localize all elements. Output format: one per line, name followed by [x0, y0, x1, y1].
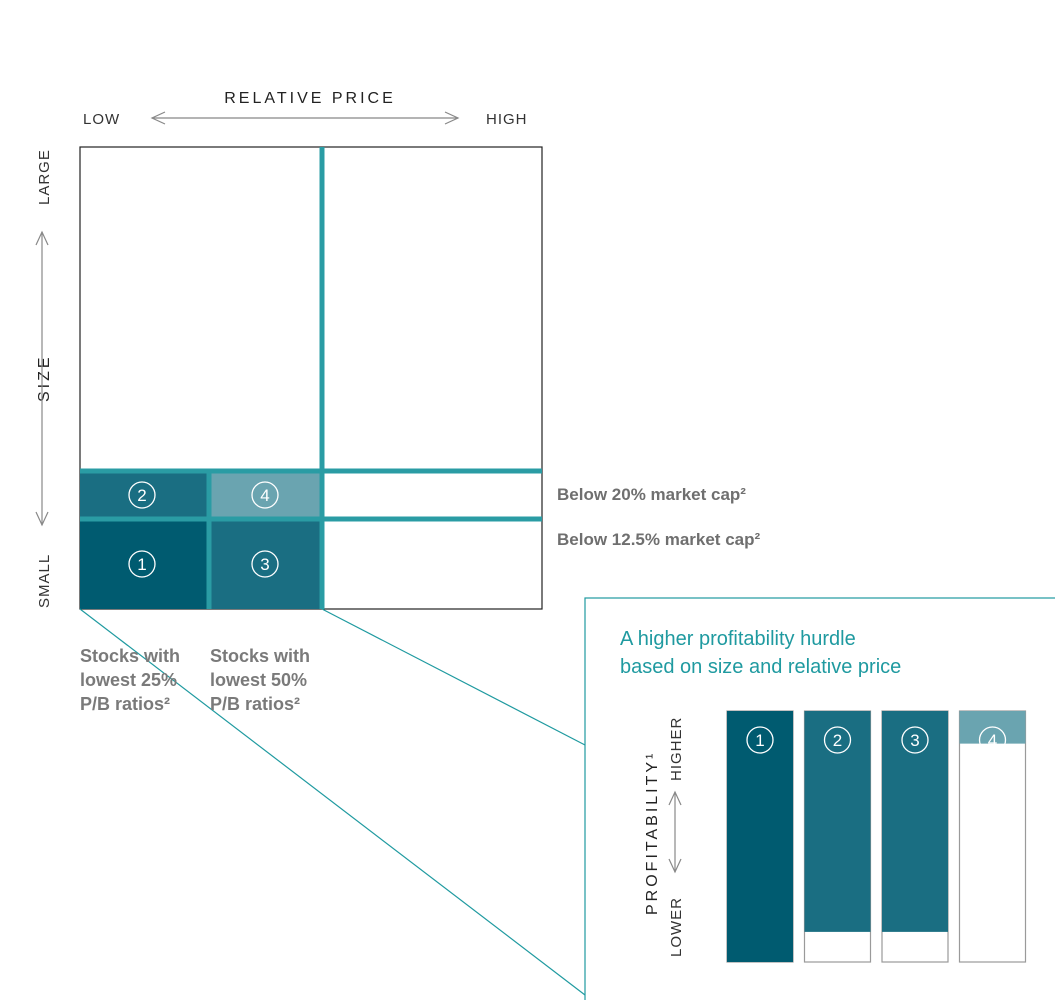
bar-number-circle — [978, 726, 1007, 754]
svg-text:2: 2 — [137, 486, 146, 505]
y-axis-high-label: LARGE — [36, 149, 53, 205]
y-axis-title: SIZE — [36, 354, 53, 402]
svg-text:4: 4 — [260, 486, 269, 505]
cell-3-number: 3 — [251, 550, 279, 578]
lower-threshold-label: Below 12.5% market cap² — [557, 530, 760, 549]
profitability-low-label: LOWER — [668, 897, 685, 957]
bar-number-circle — [746, 726, 774, 754]
column-label-50: Stocks with lowest 50% P/B ratios² — [210, 646, 311, 714]
x-axis-low-label: LOW — [83, 111, 120, 128]
y-axis-low-label: SMALL — [36, 554, 53, 608]
column-label-25: Stocks with lowest 25% P/B ratios² — [80, 646, 181, 714]
cell-3 — [208, 521, 321, 609]
cell-2 — [80, 473, 208, 517]
bar — [804, 711, 871, 932]
callout-connector-lower — [79, 608, 586, 996]
bar-label: 2 — [833, 731, 842, 750]
profitability-bars: 1 2 3 4 — [726, 710, 1027, 963]
bar-label: 3 — [910, 731, 919, 750]
x-axis-high-label: HIGH — [486, 111, 528, 128]
bar — [882, 711, 948, 932]
cell-4 — [208, 473, 321, 517]
svg-text:3: 3 — [260, 555, 269, 574]
cell-1-number: 1 — [128, 550, 156, 578]
profitability-high-label: HIGHER — [668, 717, 685, 781]
bar-number-circle — [901, 726, 929, 754]
cell-2-number: 2 — [128, 481, 156, 509]
callout-connector-upper — [321, 608, 586, 746]
upper-threshold-label: Below 20% market cap² — [557, 485, 746, 504]
callout-title-line2: based on size and relative price — [620, 656, 901, 678]
callout-title-line1: A higher profitability hurdle — [620, 628, 856, 650]
x-axis-title: RELATIVE PRICE — [224, 90, 396, 107]
cell-4-number: 4 — [251, 481, 279, 509]
cell-1 — [80, 521, 208, 609]
bar-number-circle — [823, 726, 852, 754]
bar-label: 1 — [755, 731, 764, 750]
bar-label: 4 — [988, 731, 997, 750]
profitability-axis-title: PROFITABILITY¹ — [644, 751, 661, 915]
svg-text:1: 1 — [137, 555, 146, 574]
